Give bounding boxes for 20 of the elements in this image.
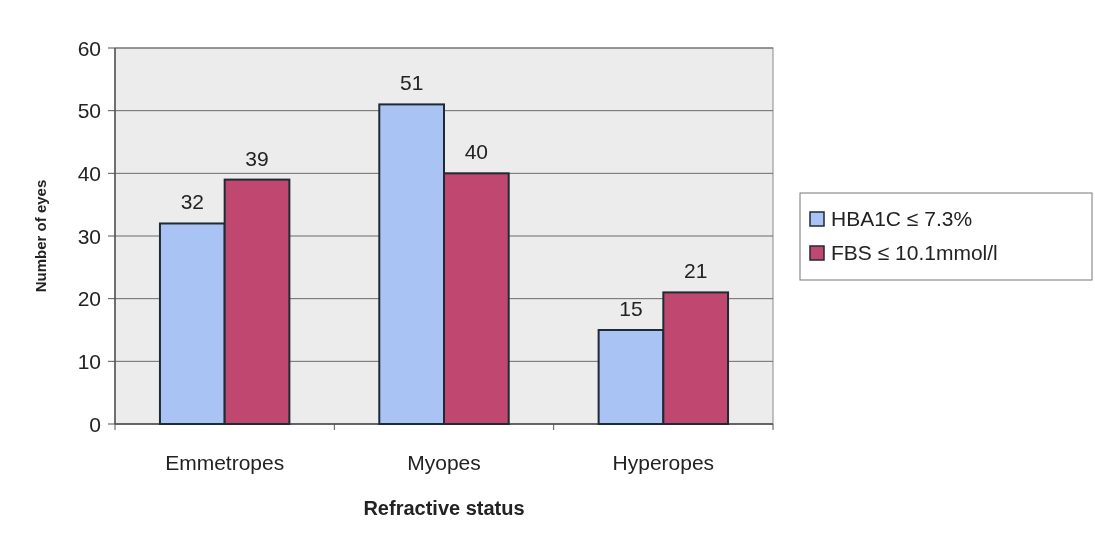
data-label: 21 bbox=[684, 259, 708, 283]
x-tick-label: Hyperopes bbox=[612, 451, 715, 474]
y-tick-label: 10 bbox=[77, 349, 101, 373]
x-tick-label: Emmetropes bbox=[165, 451, 285, 474]
data-label: 51 bbox=[399, 71, 424, 95]
data-label: 39 bbox=[245, 146, 269, 170]
y-tick-label: 30 bbox=[77, 224, 101, 248]
y-tick-label: 60 bbox=[77, 36, 101, 60]
x-axis-title: Refractive status bbox=[363, 497, 525, 519]
legend-label: FBS ≤ 10.1mmol/l bbox=[831, 241, 998, 264]
data-label: 32 bbox=[180, 190, 204, 214]
x-tick-label: Myopes bbox=[407, 451, 481, 474]
y-tick-label: 20 bbox=[77, 287, 101, 311]
data-label: 15 bbox=[619, 297, 643, 320]
y-tick-label: 50 bbox=[77, 99, 101, 123]
y-tick-label: 0 bbox=[89, 412, 101, 436]
legend-label: HBA1C ≤ 7.3% bbox=[831, 207, 973, 230]
y-tick-label: 40 bbox=[77, 161, 101, 185]
y-axis-title: Number of eyes bbox=[32, 179, 49, 293]
data-label: 40 bbox=[464, 140, 489, 164]
